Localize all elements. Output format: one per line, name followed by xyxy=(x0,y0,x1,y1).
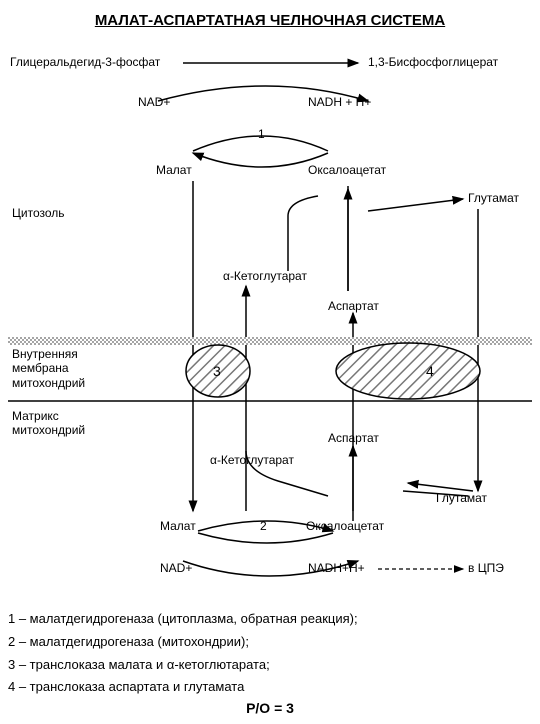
label-nadh-top: NADH + H+ xyxy=(308,95,371,109)
label-bpg: 1,3-Бисфосфоглицерат xyxy=(368,55,498,69)
label-matrix: Матрикс митохондрий xyxy=(12,409,122,438)
po-ratio: P/O = 3 xyxy=(8,700,532,716)
page-title: МАЛАТ-АСПАРТАТНАЯ ЧЕЛНОЧНАЯ СИСТЕМА xyxy=(8,12,532,29)
label-nad-top: NAD+ xyxy=(138,95,170,109)
label-nadh-bot: NADH+H+ xyxy=(308,561,365,575)
label-aspartate-mid: Аспартат xyxy=(328,299,379,313)
label-nad-bot: NAD+ xyxy=(160,561,192,575)
diagram-svg xyxy=(8,41,532,601)
label-g3p: Глицеральдегид-3-фосфат xyxy=(10,55,160,69)
legend-1: 1 – малатдегидрогеназа (цитоплазма, обра… xyxy=(8,609,532,630)
legend-2: 2 – малатдегидрогеназа (митохондрии); xyxy=(8,632,532,653)
label-glutamate-top: Глутамат xyxy=(468,191,519,205)
shuttle-diagram: Глицеральдегид-3-фосфат 1,3-Бисфосфоглиц… xyxy=(8,41,532,601)
legend-4: 4 – транслоказа аспартата и глутамата xyxy=(8,677,532,698)
label-oaa-bot: Оксалоацетат xyxy=(306,519,384,533)
label-glutamate-bot: Глутамат xyxy=(436,491,487,505)
label-num3: 3 xyxy=(213,363,221,379)
label-etc: в ЦПЭ xyxy=(468,561,504,575)
label-oaa-top: Оксалоацетат xyxy=(308,163,386,177)
label-malate-top: Малат xyxy=(156,163,192,177)
label-num1: 1 xyxy=(258,127,265,141)
label-cytosol: Цитозоль xyxy=(12,206,65,220)
label-inner-membrane: Внутренняя мембрана митохондрий xyxy=(12,347,122,390)
legend-3: 3 – транслоказа малата и α-кетоглютарата… xyxy=(8,655,532,676)
label-akg-bot: α-Кетоглутарат xyxy=(210,453,294,467)
label-num2: 2 xyxy=(260,519,267,533)
label-akg-top: α-Кетоглутарат xyxy=(223,269,307,283)
label-num4: 4 xyxy=(426,363,434,379)
legend: 1 – малатдегидрогеназа (цитоплазма, обра… xyxy=(8,609,532,698)
label-malate-bot: Малат xyxy=(160,519,196,533)
label-aspartate-bot: Аспартат xyxy=(328,431,379,445)
